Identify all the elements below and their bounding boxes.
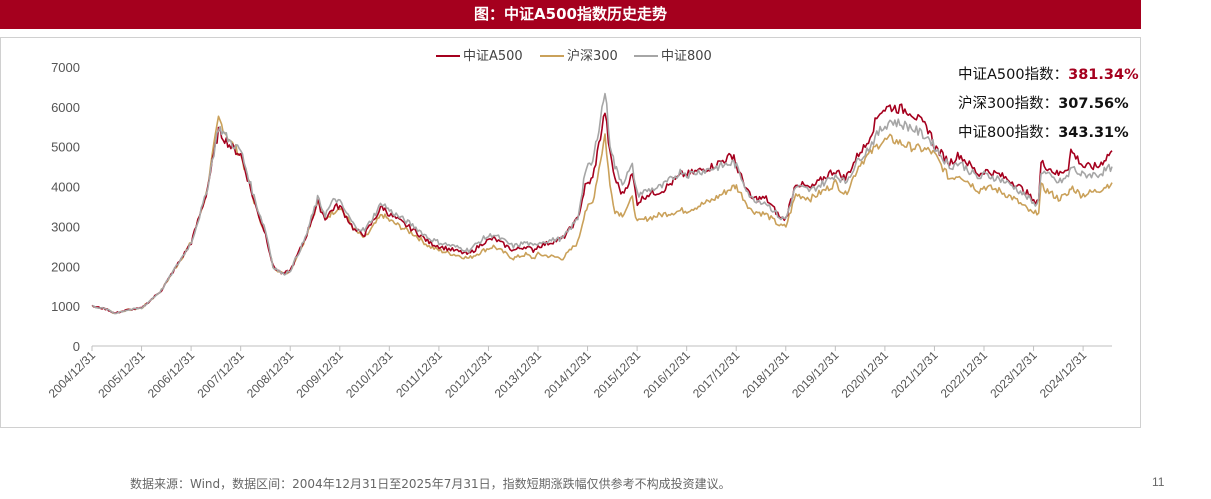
x-tick-label: 2014/12/31	[541, 348, 594, 401]
x-tick-label: 2024/12/31	[1037, 348, 1090, 401]
y-tick-label: 0	[73, 339, 80, 354]
x-tick-label: 2008/12/31	[244, 348, 297, 401]
x-tick-label: 2018/12/31	[740, 348, 793, 401]
page-title: 图：中证A500指数历史走势	[0, 0, 1141, 29]
x-tick-label: 2013/12/31	[492, 348, 545, 401]
x-tick-label: 2023/12/31	[987, 348, 1040, 401]
legend-label: 中证800	[661, 49, 712, 64]
x-tick-label: 2011/12/31	[393, 348, 445, 400]
x-tick-label: 2005/12/31	[95, 348, 148, 401]
legend-label: 中证A500	[463, 49, 523, 64]
y-tick-label: 3000	[51, 219, 80, 234]
x-tick-label: 2004/12/31	[46, 348, 99, 401]
x-tick-label: 2020/12/31	[839, 348, 892, 401]
x-tick-label: 2019/12/31	[789, 348, 842, 401]
chart-legend: 中证A500 沪深300 中证800	[436, 48, 712, 64]
annotation-csi800: 中证800指数：343.31%	[958, 121, 1129, 142]
legend-label: 沪深300	[567, 48, 618, 64]
series-line-2	[92, 92, 1113, 315]
x-tick-label: 2017/12/31	[690, 348, 743, 401]
x-tick-label: 2007/12/31	[194, 348, 247, 401]
annotation-hs300-label: 沪深300指数：	[958, 96, 1059, 112]
chart-frame	[0, 37, 1141, 428]
y-tick-label: 4000	[51, 180, 80, 195]
x-tick-label: 2012/12/31	[442, 348, 495, 401]
annotation-csi800-value: 343.31%	[1058, 125, 1129, 141]
annotation-a500: 中证A500指数：381.34%	[958, 63, 1139, 84]
annotation-hs300-value: 307.56%	[1058, 96, 1129, 112]
x-tick-label: 2015/12/31	[591, 348, 644, 401]
y-tick-label: 2000	[51, 259, 80, 274]
line-chart: 中证A500 沪深300 中证800 0 1000 2000 3000 4000 5000 60…	[46, 48, 1113, 401]
y-axis: 0 1000 2000 3000 4000 5000 6000 7000	[51, 60, 80, 354]
annotation-a500-value: 381.34%	[1068, 67, 1139, 83]
y-tick-label: 5000	[51, 140, 80, 155]
y-tick-label: 6000	[51, 100, 80, 115]
annotation-hs300: 沪深300指数：307.56%	[958, 92, 1129, 113]
annotation-csi800-label: 中证800指数：	[958, 125, 1059, 141]
data-source-note: 数据来源：Wind，数据区间：2004年12月31日至2025年7月31日，指数…	[130, 477, 731, 491]
x-tick-label: 2010/12/31	[343, 348, 396, 401]
x-tick-label: 2009/12/31	[294, 348, 347, 401]
series-line-0	[91, 103, 1113, 314]
series-line-1	[92, 115, 1113, 315]
annotation-a500-label: 中证A500指数：	[958, 67, 1069, 83]
x-tick-label: 2016/12/31	[640, 348, 693, 401]
page-number: 11	[1152, 475, 1165, 489]
x-tick-label: 2006/12/31	[145, 348, 198, 401]
y-tick-label: 7000	[51, 60, 80, 75]
x-axis: 2004/12/312005/12/312006/12/312007/12/31…	[46, 345, 1112, 401]
y-tick-label: 1000	[51, 299, 80, 314]
series-lines	[91, 92, 1113, 315]
x-tick-label: 2022/12/31	[938, 348, 991, 401]
x-tick-label: 2021/12/31	[888, 348, 941, 401]
